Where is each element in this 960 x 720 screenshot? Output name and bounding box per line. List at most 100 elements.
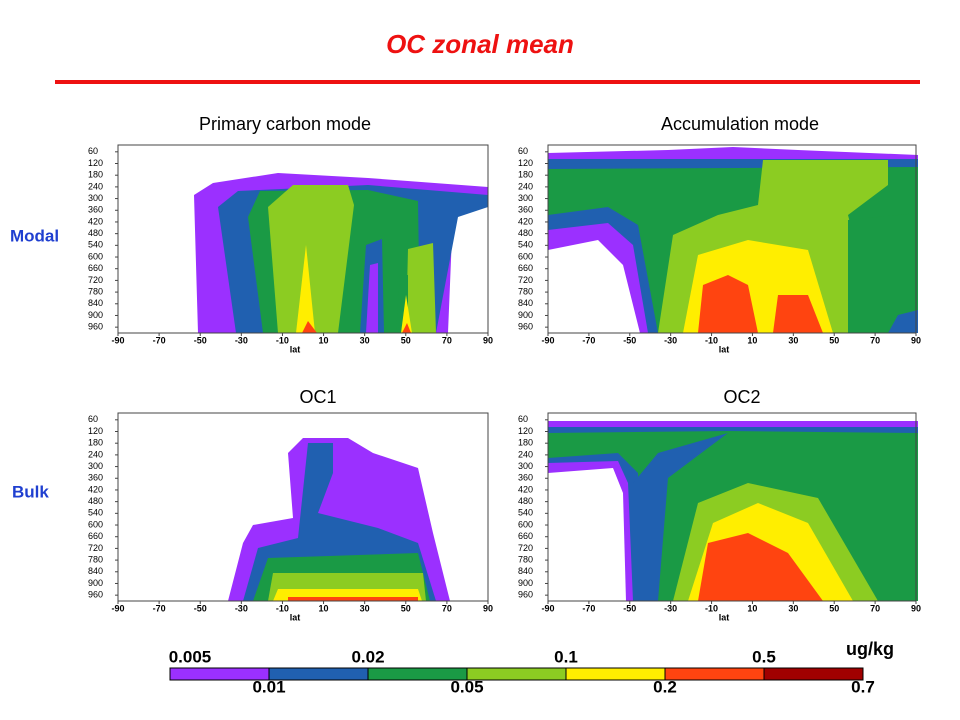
x-tick-label: 50 [829,603,839,613]
y-tick-label: 900 [88,310,103,320]
row-label: Modal [10,226,59,245]
x-tick-label: 30 [788,603,798,613]
y-tick-label: 600 [88,251,103,261]
x-tick-label: -10 [705,335,718,345]
x-tick-label: -10 [276,603,289,613]
y-tick-label: 480 [518,496,533,506]
y-tick-label: 960 [88,590,103,600]
x-tick-label: 50 [401,335,411,345]
y-tick-label: 480 [518,228,533,238]
x-tick-label: 90 [483,603,493,613]
colorbar-swatch [664,667,765,681]
y-tick-label: 480 [88,228,103,238]
row-label: Bulk [12,482,49,501]
x-tick-label: 90 [911,603,921,613]
title: OC zonal mean [386,29,574,59]
panel-title: Primary carbon mode [199,114,371,134]
y-tick-label: 720 [518,275,533,285]
x-tick-label: 10 [319,335,329,345]
x-tick-label: 30 [360,603,370,613]
y-tick-label: 120 [88,426,103,436]
y-tick-label: 900 [88,578,103,588]
y-tick-label: 840 [88,566,103,576]
y-tick-label: 60 [518,414,528,424]
x-tick-label: 10 [319,603,329,613]
y-tick-label: 180 [518,170,533,180]
colorbar-label: 0.01 [252,677,285,696]
panel-title: OC2 [723,387,760,407]
x-tick-label: -70 [153,335,166,345]
y-tick-label: 300 [518,193,533,203]
colorbar-label: 0.1 [554,647,578,666]
y-tick-label: 60 [518,146,528,156]
y-tick-label: 360 [88,473,103,483]
contour-field [228,438,450,601]
plot-frame [117,144,489,334]
x-tick-label: 30 [360,335,370,345]
y-tick-label: 600 [518,251,533,261]
x-tick-label: 10 [747,603,757,613]
y-tick-label: 360 [518,473,533,483]
x-axis-label: lat [290,344,301,354]
x-tick-label: -90 [541,603,554,613]
y-tick-label: 120 [88,158,103,168]
y-tick-label: 840 [518,566,533,576]
colorbar-swatch [763,667,864,681]
x-tick-label: -70 [582,335,595,345]
x-axis-label: lat [719,612,730,622]
y-tick-label: 420 [88,216,103,226]
y-tick-label: 360 [88,205,103,215]
x-tick-label: -10 [705,603,718,613]
x-tick-label: -30 [235,603,248,613]
colorbar-label: 0.7 [851,677,875,696]
x-tick-label: 70 [870,335,880,345]
x-tick-label: -90 [541,335,554,345]
x-tick-label: -50 [194,335,207,345]
x-tick-label: -30 [664,335,677,345]
colorbar-label: 0.5 [752,647,776,666]
x-tick-label: 50 [829,335,839,345]
y-tick-label: 60 [88,146,98,156]
y-tick-label: 540 [88,508,103,518]
y-tick-label: 780 [518,286,533,296]
x-tick-label: 70 [442,335,452,345]
x-tick-label: 90 [483,335,493,345]
y-tick-label: 180 [88,438,103,448]
y-tick-label: 120 [518,158,533,168]
y-tick-label: 600 [518,519,533,529]
y-tick-label: 900 [518,578,533,588]
x-tick-label: -50 [623,603,636,613]
y-tick-label: 300 [88,461,103,471]
x-tick-label: -70 [153,603,166,613]
x-tick-label: 50 [401,603,411,613]
y-tick-label: 60 [88,414,98,424]
y-tick-label: 780 [88,554,103,564]
y-tick-label: 240 [88,449,103,459]
plot-frame [117,412,489,602]
y-tick-label: 840 [88,298,103,308]
y-tick-label: 420 [88,484,103,494]
y-tick-label: 420 [518,216,533,226]
x-tick-label: -30 [664,603,677,613]
x-tick-label: 30 [788,335,798,345]
y-tick-label: 240 [88,181,103,191]
y-tick-label: 540 [518,508,533,518]
y-tick-label: 300 [88,193,103,203]
colorbar-label: 0.005 [169,647,212,666]
y-tick-label: 720 [88,275,103,285]
y-tick-label: 960 [88,322,103,332]
contour-field [548,421,918,601]
y-tick-label: 720 [518,543,533,553]
x-tick-label: 70 [442,603,452,613]
x-tick-label: -90 [111,335,124,345]
x-tick-label: -90 [111,603,124,613]
y-tick-label: 960 [518,322,533,332]
plot-frame [547,144,917,334]
colorbar-label: 0.05 [450,677,483,696]
y-tick-label: 660 [88,263,103,273]
y-tick-label: 120 [518,426,533,436]
x-tick-label: 10 [747,335,757,345]
colorbar-swatch [565,667,666,681]
y-tick-label: 840 [518,298,533,308]
